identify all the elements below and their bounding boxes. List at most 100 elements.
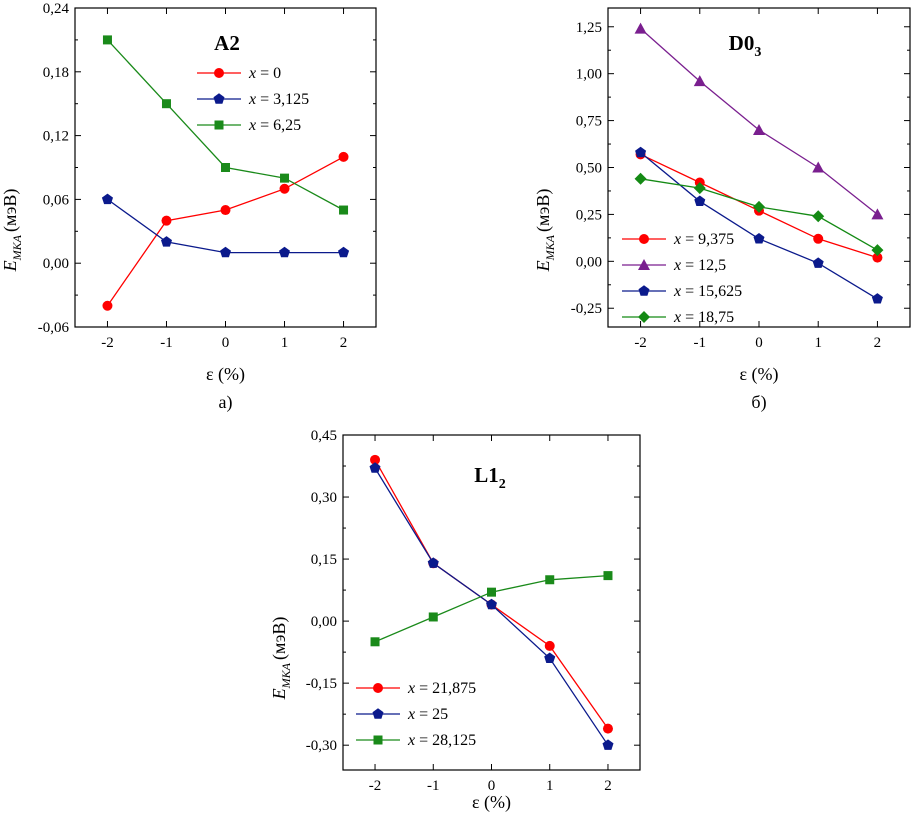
y-axis-label-main: E (269, 688, 289, 700)
legend-entry: x = 9,375 (673, 231, 734, 248)
point (813, 233, 824, 244)
point (753, 200, 765, 213)
y-axis-label-unit: (мэВ) (0, 189, 21, 232)
point (214, 120, 224, 130)
y-tick-label: 0,00 (43, 256, 69, 272)
x-tick-label: 1 (546, 778, 554, 794)
point (603, 571, 613, 581)
series-3 (635, 146, 883, 304)
legend-var: x (407, 706, 415, 723)
point (102, 35, 112, 45)
point (373, 683, 383, 693)
point (871, 208, 884, 220)
series-line (640, 151, 878, 300)
y-tick-label: 0,50 (576, 161, 602, 177)
x-tick-label: 2 (874, 335, 882, 351)
y-tick-label: 0,15 (311, 552, 337, 568)
point (427, 557, 439, 568)
legend-var: x (673, 231, 681, 248)
legend-entry: x = 3,125 (248, 91, 309, 108)
legend-entry: x = 18,75 (673, 309, 734, 326)
y-axis-label-unit: (мэВ) (269, 617, 290, 660)
y-tick-label: -0,25 (571, 301, 602, 317)
series-3 (370, 571, 613, 647)
legend-var: x (248, 65, 256, 82)
legend-entry: x = 21,875 (407, 680, 476, 697)
y-axis-label-sub: MKA (279, 662, 293, 689)
x-tick-label: -2 (634, 335, 647, 351)
point (871, 293, 883, 304)
x-tick-label: -2 (369, 778, 382, 794)
series-2 (101, 193, 350, 258)
point (638, 285, 650, 296)
point (101, 193, 113, 205)
point (602, 723, 613, 734)
point (812, 257, 824, 268)
chart-1: -2 -1 0 1 2-0,060,000,060,120,180,24x = 0x =… (0, 1, 377, 413)
y-tick-label: -0,30 (306, 738, 337, 754)
y-tick-label: 1,25 (576, 20, 602, 36)
point (369, 462, 381, 473)
point (338, 151, 349, 162)
point (639, 234, 649, 244)
series-2 (634, 22, 884, 220)
legend-entry: x = 0 (248, 65, 281, 82)
legend-value: = 28,125 (415, 732, 476, 749)
point (487, 587, 496, 597)
point (544, 640, 555, 651)
legend-entry: x = 6,25 (248, 117, 301, 134)
chart-title: A2 (214, 31, 240, 55)
y-tick-label: 0,06 (43, 192, 70, 208)
y-tick-label: 0,24 (43, 1, 70, 17)
point (220, 246, 231, 258)
point (214, 68, 224, 78)
legend-value: = 0 (256, 65, 281, 82)
point (220, 205, 231, 216)
point (370, 637, 380, 647)
y-tick-label: 0,30 (311, 490, 337, 506)
point (370, 454, 381, 465)
chart-title-sub: 2 (499, 477, 506, 492)
point (221, 163, 230, 172)
point (161, 215, 172, 226)
y-tick-label: 0,18 (43, 65, 69, 81)
point (693, 75, 706, 87)
legend-entry: x = 15,625 (673, 283, 742, 300)
y-axis-label: EMKA (мэВ) (0, 189, 24, 273)
point (872, 252, 883, 263)
y-tick-label: -0,06 (38, 320, 70, 336)
y-tick-label: 0,12 (43, 129, 69, 145)
point (339, 205, 349, 215)
x-axis-label: ε (%) (206, 364, 245, 385)
series-line (106, 156, 344, 307)
y-axis-label: EMKA (мэВ) (533, 189, 557, 273)
x-tick-label: -2 (101, 335, 114, 351)
point (161, 236, 172, 247)
legend-entry: x = 12,5 (673, 257, 726, 274)
point (753, 123, 765, 135)
x-tick-label: 2 (340, 335, 348, 351)
legend-var: x (673, 309, 681, 326)
x-tick-label: 0 (755, 335, 763, 351)
legend-entry: x = 28,125 (407, 732, 476, 749)
point (871, 244, 884, 257)
point (373, 735, 383, 745)
y-axis-label: EMKA (мэВ) (269, 617, 293, 701)
point (161, 99, 171, 109)
legend: x = 9,375 x = 12,5 x = 15,625 x = 18,75 (622, 231, 742, 326)
point (638, 259, 650, 270)
legend-var: x (407, 680, 415, 697)
chart-title: D03 (729, 31, 762, 60)
y-tick-label: 0,00 (311, 614, 337, 630)
point (812, 210, 825, 223)
legend-value: = 6,25 (256, 117, 301, 134)
y-tick-label: -0,15 (306, 676, 337, 692)
x-tick-label: -1 (160, 335, 173, 351)
point (694, 195, 706, 206)
legend-entry: x = 25 (407, 706, 448, 723)
point (428, 612, 438, 622)
x-tick-label: 0 (488, 778, 496, 794)
point (338, 246, 350, 258)
legend-value: = 9,375 (681, 231, 734, 248)
